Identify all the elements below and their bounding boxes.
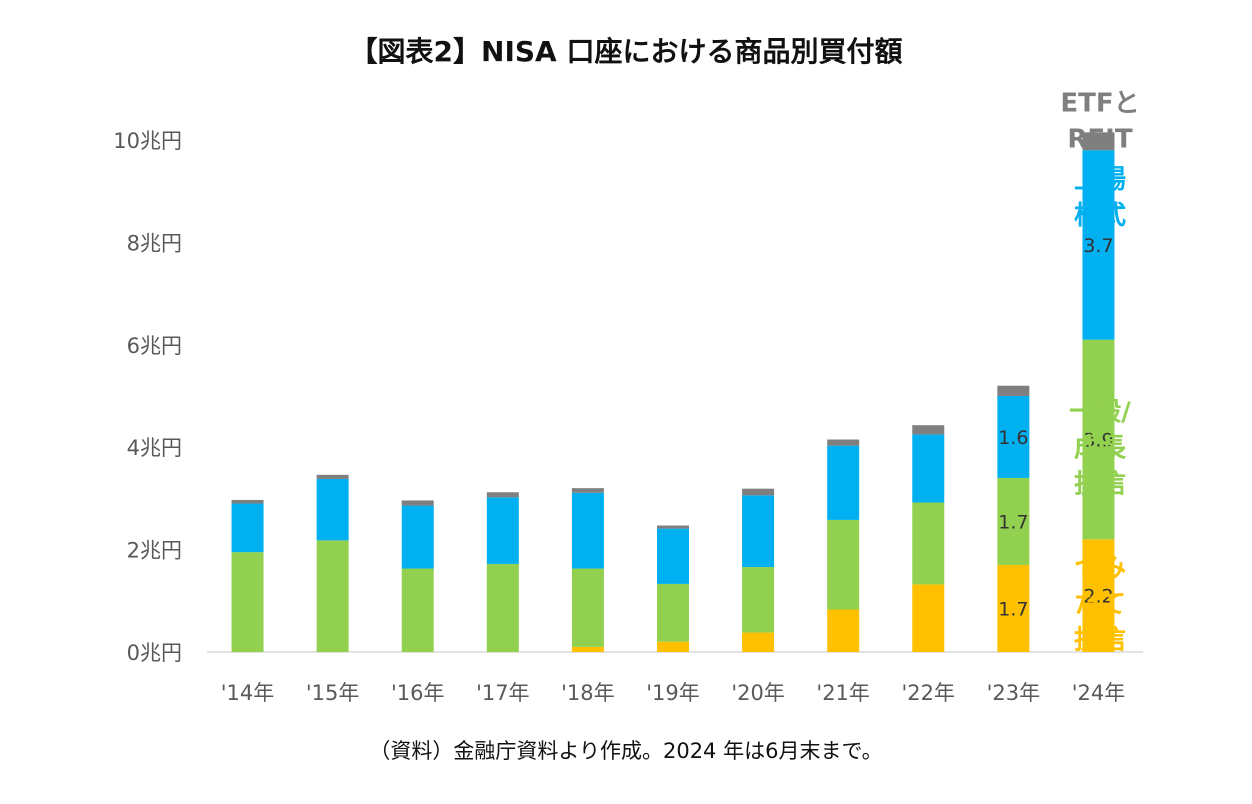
x-tick-label: '18年 (561, 681, 615, 705)
y-tick-label: 10兆円 (113, 129, 182, 153)
bar-segment (231, 503, 264, 553)
bar-segment (231, 499, 264, 504)
x-tick-label: '14年 (221, 681, 275, 705)
chart-title: 【図表2】NISA 口座における商品別買付額 (349, 35, 903, 68)
source-note: （資料）金融庁資料より作成。2024 年は6月末まで。 (369, 739, 883, 763)
y-axis-labels: 0兆円 2兆円 4兆円 6兆円 8兆円 10兆円 (113, 129, 182, 665)
x-tick-label: '15年 (306, 681, 360, 705)
legend-label: 株式 (1074, 201, 1126, 231)
bar-segment (827, 519, 860, 610)
legend-label: 投信 (1074, 626, 1126, 656)
x-tick-label: '17年 (476, 681, 530, 705)
y-tick-label: 4兆円 (127, 436, 182, 460)
bar-segment (742, 488, 775, 496)
bar-segment (486, 492, 519, 498)
x-tick-label: '19年 (646, 681, 700, 705)
x-axis-labels: '14年 '15年 '16年 '17年 '18年 '19年 '20年 '21年 '22年 '23年… (221, 681, 1125, 705)
bar-segment (912, 502, 945, 585)
legend-label: 投信 (1074, 470, 1126, 500)
bar-segment (912, 584, 945, 652)
legend-label: たて (1074, 590, 1126, 620)
y-tick-label: 0兆円 (127, 641, 182, 665)
bar-segment (401, 568, 434, 652)
legend-label: 上場 (1074, 165, 1126, 195)
bar-segment (316, 540, 349, 652)
bar-segment (486, 563, 519, 652)
bar-segment (657, 528, 689, 584)
legend-label: 成長 (1074, 434, 1127, 464)
bar-segment (231, 552, 264, 652)
legend-label: REIT (1067, 124, 1132, 154)
bar-segment (997, 385, 1030, 396)
bar-segment (316, 478, 349, 541)
bar-segment (1082, 339, 1115, 540)
bar-segment (997, 396, 1030, 478)
x-tick-label: '21年 (816, 681, 870, 705)
y-tick-label: 8兆円 (127, 231, 182, 255)
bar-segment (657, 641, 689, 652)
bar-segment (401, 500, 434, 506)
bars-layer (231, 132, 1115, 652)
bar-segment (316, 474, 349, 479)
y-tick-label: 2兆円 (127, 539, 182, 563)
x-tick-label: '22年 (902, 681, 956, 705)
x-tick-label: '24年 (1072, 681, 1126, 705)
bar-segment (742, 495, 775, 568)
bar-segment (827, 445, 860, 520)
data-label: 2.2 (1083, 586, 1113, 608)
bar-segment (997, 564, 1030, 652)
bar-segment (742, 632, 775, 652)
bar-segment (1082, 539, 1115, 652)
data-label: 3.9 (1083, 430, 1113, 452)
bar-segment (571, 492, 604, 569)
bar-segment (571, 646, 604, 652)
x-tick-label: '16年 (391, 681, 445, 705)
bar-segment (486, 497, 519, 564)
bar-segment (827, 609, 860, 652)
bar-segment (742, 567, 775, 633)
bar-segment (1082, 132, 1115, 151)
x-tick-label: '20年 (731, 681, 785, 705)
bar-segment (912, 434, 945, 503)
bar-segment (657, 583, 689, 642)
x-tick-label: '23年 (987, 681, 1041, 705)
data-label: 1.7 (998, 511, 1028, 533)
bar-segment (571, 568, 604, 647)
bar-segment (997, 477, 1030, 565)
legend-label: つみ (1074, 554, 1126, 584)
bar-segment (1082, 150, 1115, 340)
bar-segment (912, 425, 945, 435)
data-label: 1.7 (998, 598, 1028, 620)
data-label: 3.7 (1083, 235, 1113, 257)
legend-label: ETFと (1060, 88, 1139, 118)
bar-segment (571, 488, 604, 493)
bar-segment (401, 505, 434, 569)
bar-segment (827, 439, 860, 446)
legend-label: 一般/ (1069, 398, 1131, 428)
y-tick-label: 6兆円 (127, 334, 182, 358)
bar-segment (657, 525, 689, 529)
data-label: 1.6 (998, 427, 1028, 449)
data-labels-layer: 1.7 1.7 1.6 2.2 3.9 3.7 (998, 235, 1113, 621)
